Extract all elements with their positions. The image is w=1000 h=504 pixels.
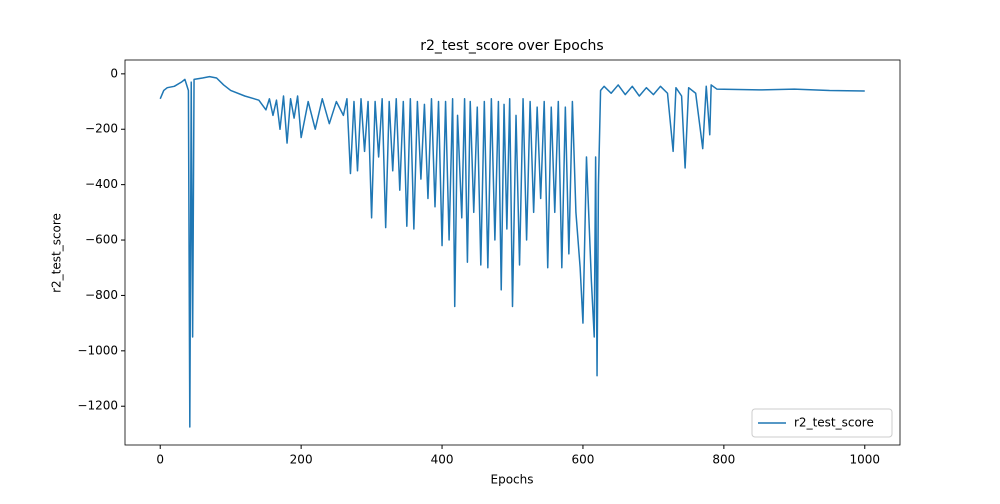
- x-tick-label: 0: [156, 453, 164, 467]
- plot-frame: [124, 59, 901, 446]
- legend-label: r2_test_score: [794, 416, 874, 430]
- x-tick-label: 600: [572, 453, 595, 467]
- y-tick-label: −600: [85, 233, 118, 247]
- y-tick-label: −1000: [77, 343, 118, 357]
- y-tick-label: −200: [85, 122, 118, 136]
- y-axis-label: r2_test_score: [50, 213, 64, 293]
- x-tick-label: 800: [712, 453, 735, 467]
- legend-box: [751, 408, 893, 438]
- x-tick-label: 1000: [849, 453, 880, 467]
- y-tick-label: −1200: [77, 399, 118, 413]
- chart-title: r2_test_score over Epochs: [420, 38, 603, 54]
- x-axis-label: Epochs: [491, 473, 534, 487]
- y-tick-label: 0: [110, 66, 118, 80]
- x-tick-label: 400: [431, 453, 454, 467]
- x-tick-label: 200: [290, 453, 313, 467]
- y-tick-label: −400: [85, 177, 118, 191]
- y-tick-label: −800: [85, 288, 118, 302]
- data-line: [159, 75, 865, 428]
